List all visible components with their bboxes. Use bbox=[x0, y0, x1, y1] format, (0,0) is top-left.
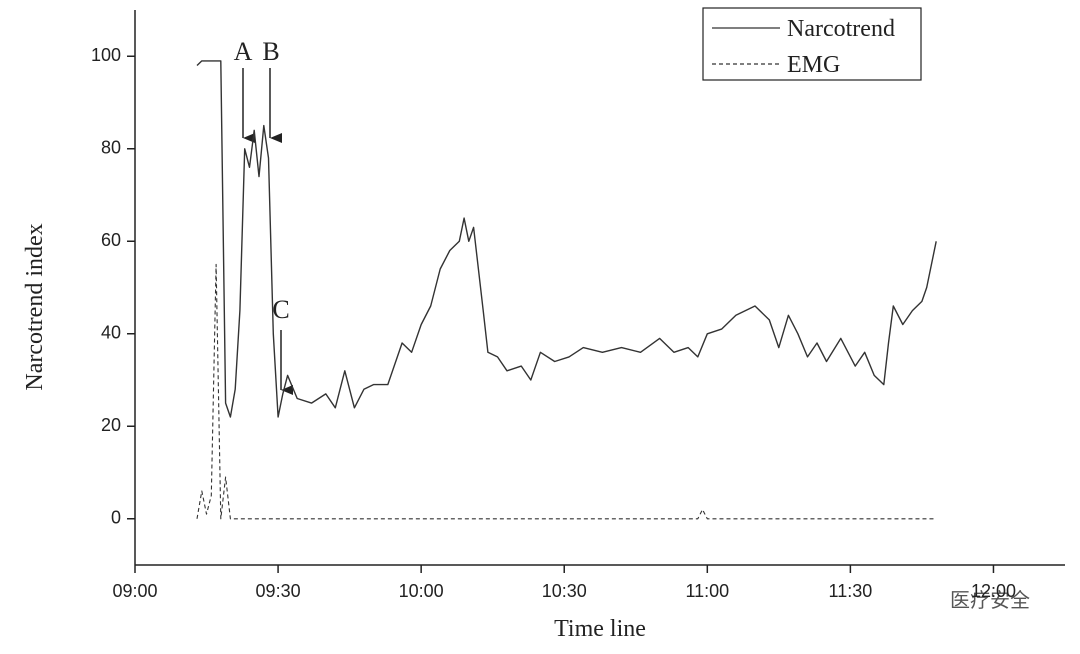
watermark: 医疗安全 bbox=[950, 588, 1030, 612]
y-tick-label: 20 bbox=[101, 415, 121, 435]
x-tick-label: 10:00 bbox=[399, 581, 444, 601]
legend-label: EMG bbox=[787, 52, 840, 78]
annotation: C bbox=[272, 295, 289, 324]
x-tick-label: 11:30 bbox=[829, 581, 873, 601]
x-tick-label: 10:30 bbox=[542, 581, 587, 601]
series-line bbox=[196, 263, 937, 520]
annotation: B bbox=[262, 37, 279, 66]
x-tick-label: 11:00 bbox=[685, 581, 729, 601]
y-tick-label: 100 bbox=[91, 45, 121, 65]
y-tick-label: 0 bbox=[111, 508, 121, 528]
x-tick-label: 09:30 bbox=[256, 581, 301, 601]
legend-box bbox=[702, 7, 922, 81]
x-tick-label: 12:00 bbox=[971, 581, 1016, 601]
x-axis-label: Time line bbox=[554, 616, 646, 642]
annotation: A bbox=[234, 37, 253, 66]
legend-label: Narcotrend bbox=[787, 16, 895, 42]
y-axis-label: Narcotrend index bbox=[22, 223, 48, 390]
y-tick-label: 80 bbox=[101, 138, 121, 158]
y-tick-label: 40 bbox=[101, 323, 121, 343]
y-tick-label: 60 bbox=[101, 230, 121, 250]
series-line bbox=[196, 60, 937, 418]
annotations: A B C bbox=[234, 37, 293, 395]
x-tick-label: 09:00 bbox=[112, 581, 157, 601]
